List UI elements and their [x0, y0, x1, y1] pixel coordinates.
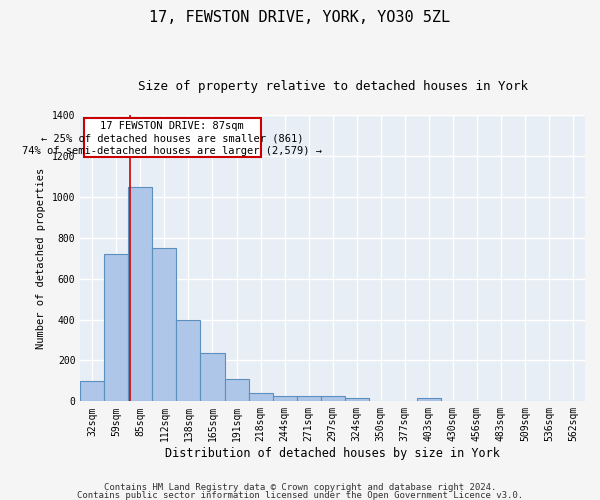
Text: 74% of semi-detached houses are larger (2,579) →: 74% of semi-detached houses are larger (… [22, 146, 322, 156]
Title: Size of property relative to detached houses in York: Size of property relative to detached ho… [137, 80, 527, 93]
Bar [344, 398, 369, 402]
Text: 17, FEWSTON DRIVE, YORK, YO30 5ZL: 17, FEWSTON DRIVE, YORK, YO30 5ZL [149, 10, 451, 25]
Text: 17 FEWSTON DRIVE: 87sqm: 17 FEWSTON DRIVE: 87sqm [100, 121, 244, 131]
Bar [152, 248, 176, 402]
Text: Contains public sector information licensed under the Open Government Licence v3: Contains public sector information licen… [77, 490, 523, 500]
Bar [128, 186, 152, 402]
Bar [248, 393, 272, 402]
Bar [200, 354, 224, 402]
Bar [176, 320, 200, 402]
X-axis label: Distribution of detached houses by size in York: Distribution of detached houses by size … [165, 447, 500, 460]
Text: Contains HM Land Registry data © Crown copyright and database right 2024.: Contains HM Land Registry data © Crown c… [104, 484, 496, 492]
Y-axis label: Number of detached properties: Number of detached properties [37, 168, 46, 349]
Bar [272, 396, 296, 402]
Bar [80, 381, 104, 402]
FancyBboxPatch shape [84, 118, 260, 157]
Bar [296, 396, 320, 402]
Bar [320, 396, 344, 402]
Text: ← 25% of detached houses are smaller (861): ← 25% of detached houses are smaller (86… [41, 134, 304, 143]
Bar [224, 379, 248, 402]
Bar [104, 254, 128, 402]
Bar [417, 398, 441, 402]
